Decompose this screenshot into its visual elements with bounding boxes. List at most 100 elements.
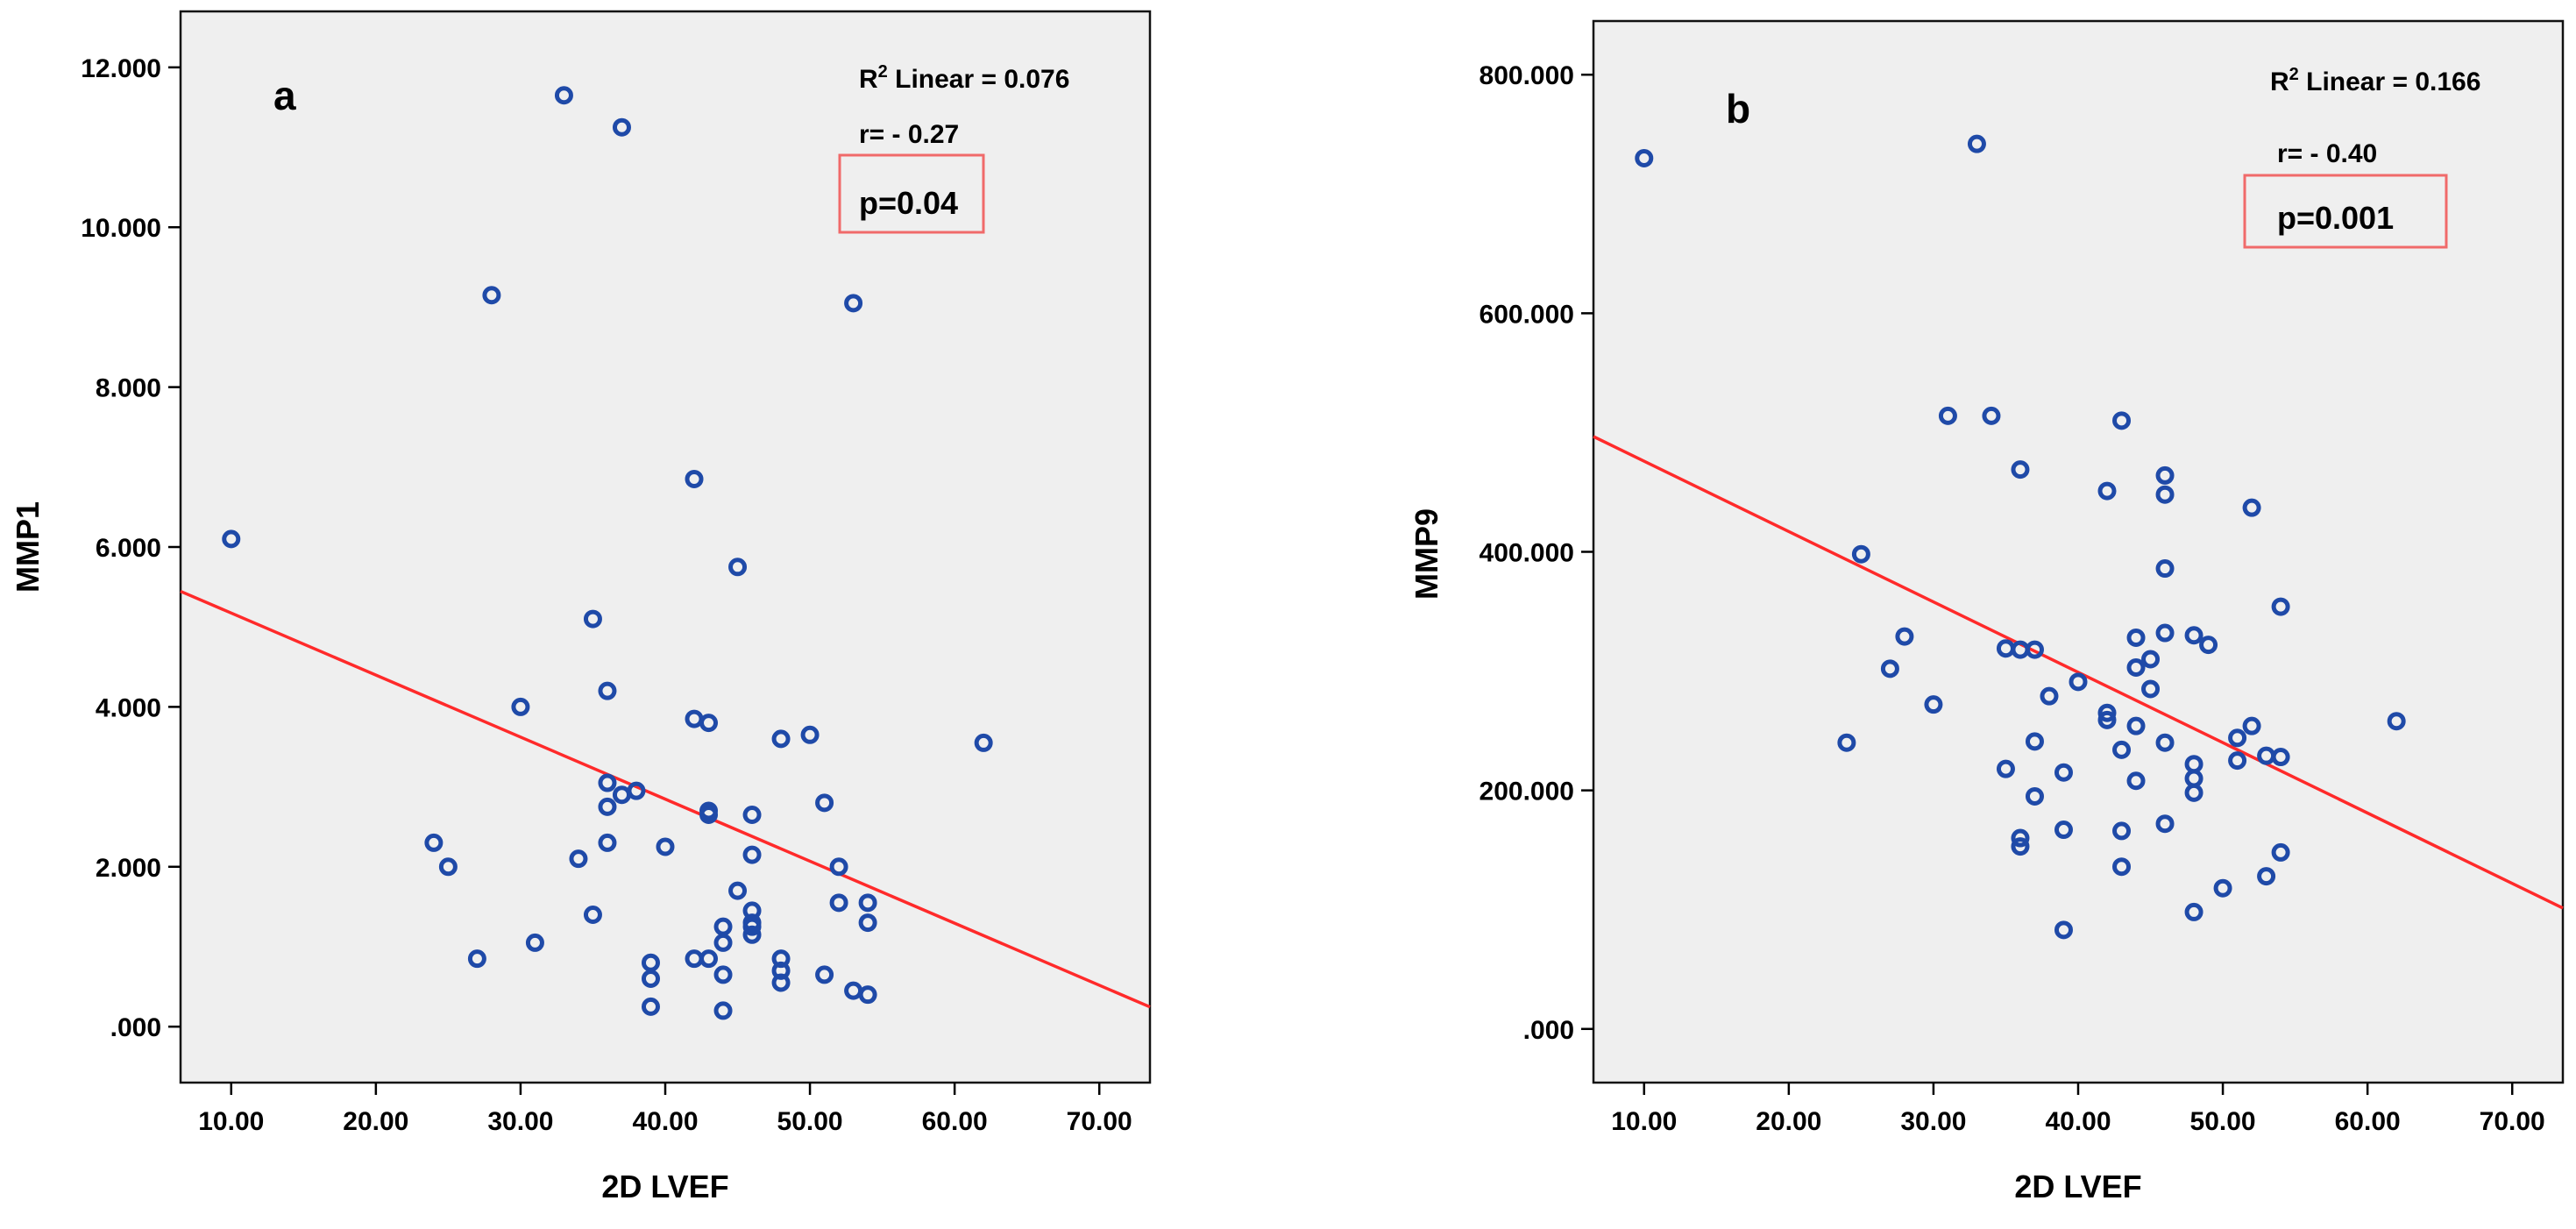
data-point-b — [2112, 411, 2132, 430]
data-point-a — [713, 1001, 733, 1020]
data-point-b — [2213, 878, 2232, 898]
data-point-a — [612, 117, 631, 137]
p-value-box-b — [2243, 174, 2448, 249]
data-point-b — [2054, 920, 2073, 940]
data-point-b — [2054, 763, 2073, 782]
data-point-b — [1837, 733, 1856, 752]
x-tick-label-a: 10.00 — [198, 1107, 264, 1136]
data-point-b — [2011, 828, 2030, 848]
y-tick-label-b: 600.000 — [1480, 300, 1574, 329]
data-point-b — [2069, 672, 2088, 692]
x-tick-label-a: 20.00 — [343, 1107, 408, 1136]
data-point-a — [598, 681, 617, 700]
x-tick-label-b: 70.00 — [2480, 1107, 2545, 1136]
data-points-a — [222, 86, 993, 1020]
x-tick-label-b: 50.00 — [2190, 1107, 2256, 1136]
y-tick-label-a: 12.000 — [81, 54, 161, 83]
data-point-b — [2112, 740, 2132, 759]
data-point-b — [2011, 837, 2030, 856]
data-point-b — [1924, 695, 1943, 714]
data-point-a — [713, 933, 733, 952]
data-point-a — [742, 806, 762, 824]
x-tick-label-b: 20.00 — [1756, 1107, 1821, 1136]
data-point-b — [1996, 759, 2015, 778]
data-point-a — [598, 797, 617, 816]
y-tick-label-a: 6.000 — [96, 534, 161, 563]
data-point-b — [1982, 406, 2001, 425]
data-point-a — [656, 837, 675, 856]
p-value-b: p=0.001 — [2277, 200, 2394, 236]
x-tick-label-a: 60.00 — [922, 1107, 988, 1136]
data-point-a — [598, 773, 617, 792]
data-point-a — [598, 833, 617, 852]
y-tick-label-b: 800.000 — [1480, 61, 1574, 90]
data-point-b — [2141, 650, 2161, 669]
scatter-panel-b: 10.00 20.00 30.00 40.00 50.00 60.00 70.00 .000 2… — [1409, 19, 2565, 1204]
data-point-b — [2011, 460, 2030, 480]
data-point-a — [699, 806, 719, 824]
data-point-b — [2126, 771, 2146, 791]
scatter-panel-a: 10.00 20.00 30.00 40.00 50.00 60.00 70.00 .000 2… — [10, 10, 1152, 1204]
data-point-a — [511, 697, 530, 716]
data-point-b — [1967, 134, 1986, 153]
data-point-b — [1880, 659, 1899, 678]
data-point-b — [1851, 544, 1870, 564]
data-point-b — [2155, 623, 2175, 643]
data-point-b — [2184, 626, 2203, 645]
y-tick-label-a: 2.000 — [96, 854, 161, 883]
x-tick-label-a: 70.00 — [1067, 1107, 1132, 1136]
data-point-a — [742, 845, 762, 864]
data-point-a — [641, 969, 660, 988]
data-point-a — [844, 294, 863, 313]
data-point-b — [2112, 821, 2132, 841]
y-axis-title-b: MMP9 — [1409, 508, 1444, 600]
axes-ticks-b: 10.00 20.00 30.00 40.00 50.00 60.00 70.00 .000 2… — [1480, 61, 2545, 1136]
data-point-b — [2097, 710, 2117, 729]
data-point-a — [728, 881, 748, 900]
plot-area-b — [1592, 19, 2565, 1084]
data-point-b — [1635, 148, 1654, 167]
data-point-a — [438, 857, 458, 877]
data-point-a — [699, 714, 719, 733]
data-point-b — [2155, 733, 2175, 752]
data-point-a — [699, 949, 719, 969]
data-point-a — [525, 933, 544, 952]
data-point-a — [858, 913, 877, 933]
x-tick-label-a: 40.00 — [632, 1107, 698, 1136]
data-point-b — [2097, 481, 2117, 501]
data-point-b — [2112, 857, 2132, 877]
data-point-b — [2184, 783, 2203, 802]
data-point-b — [2242, 716, 2261, 735]
data-point-b — [2228, 728, 2247, 748]
x-axis-title-a: 2D LVEF — [601, 1169, 728, 1204]
data-point-b — [2040, 686, 2059, 706]
data-point-b — [2199, 636, 2218, 655]
data-point-b — [2126, 716, 2146, 735]
data-point-a — [728, 558, 748, 577]
data-point-b — [2155, 485, 2175, 504]
data-point-b — [2155, 559, 2175, 579]
data-point-a — [800, 725, 820, 744]
data-point-a — [713, 965, 733, 984]
data-point-b — [2141, 679, 2161, 699]
data-point-a — [742, 917, 762, 936]
r2-annotation-a: R2 Linear = 0.076 — [859, 62, 1069, 94]
y-tick-label-a: 10.000 — [81, 214, 161, 243]
data-point-a — [424, 833, 444, 852]
x-tick-label-b: 30.00 — [1900, 1107, 1966, 1136]
x-axis-title-b: 2D LVEF — [2014, 1169, 2141, 1204]
plot-area-a — [179, 10, 1152, 1084]
data-point-a — [569, 849, 588, 869]
data-point-a — [829, 893, 848, 913]
y-tick-label-b: 200.000 — [1480, 778, 1574, 806]
data-point-a — [858, 985, 877, 1005]
data-point-b — [2155, 814, 2175, 834]
data-point-a — [742, 925, 762, 944]
data-point-b — [2242, 498, 2261, 517]
data-point-b — [2097, 703, 2117, 722]
data-point-a — [815, 793, 834, 813]
y-axis-title-a: MMP1 — [10, 501, 46, 593]
data-point-b — [2271, 597, 2290, 616]
data-point-a — [554, 86, 573, 105]
data-point-a — [858, 893, 877, 913]
